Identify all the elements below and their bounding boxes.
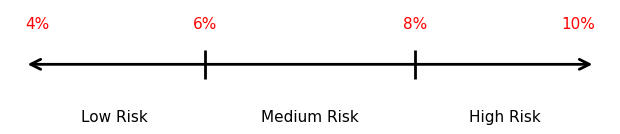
Text: Medium Risk: Medium Risk [261,110,359,125]
Text: 4%: 4% [25,17,49,32]
Text: Low Risk: Low Risk [81,110,148,125]
Text: 6%: 6% [192,17,217,32]
Text: 8%: 8% [403,17,428,32]
Text: 10%: 10% [561,17,595,32]
Text: High Risk: High Risk [469,110,541,125]
